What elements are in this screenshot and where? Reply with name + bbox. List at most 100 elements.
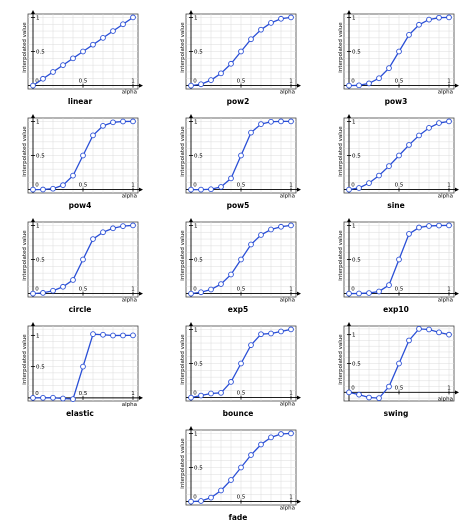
y-tick-label: 1 <box>352 15 356 21</box>
data-point <box>278 15 284 22</box>
x-tick-label: 0 <box>193 79 197 85</box>
chart-svg: 0 0.5 1 0.5 1 alpha interpolated value <box>22 10 143 96</box>
x-tick-label: 1 <box>131 391 135 397</box>
y-tick-label: 1 <box>36 333 40 339</box>
data-point <box>120 332 126 339</box>
x-axis-label: alpha <box>438 298 453 304</box>
data-point <box>228 60 234 67</box>
data-point <box>30 186 36 193</box>
data-point <box>50 394 56 401</box>
data-point <box>288 430 294 437</box>
x-tick-label: 0.5 <box>79 391 88 397</box>
x-tick-label: 0.5 <box>237 79 246 85</box>
x-tick-label: 0.5 <box>79 287 88 293</box>
x-axis-label: alpha <box>122 194 137 200</box>
y-tick-label: 0.5 <box>352 154 361 160</box>
data-point <box>208 186 214 193</box>
x-tick-label: 1 <box>447 385 451 391</box>
data-point <box>198 498 204 504</box>
data-point <box>288 14 294 21</box>
data-point <box>120 223 126 229</box>
data-point <box>110 119 116 126</box>
data-point <box>406 142 412 148</box>
data-point <box>30 290 36 297</box>
x-axis-label: alpha <box>438 396 453 402</box>
x-axis-arrow <box>455 187 459 192</box>
data-point <box>346 186 352 193</box>
y-axis-label: interpolated value <box>22 126 28 177</box>
data-point <box>50 185 56 192</box>
x-tick-label: 0.5 <box>237 495 246 501</box>
data-point <box>396 152 402 159</box>
y-tick-label: 0.5 <box>194 466 203 472</box>
y-axis-arrow <box>189 322 193 326</box>
chart-sine: 0 0.5 1 0.5 1 alpha interpolated value sine <box>336 114 459 212</box>
y-tick-label: 0.5 <box>194 154 203 160</box>
y-axis-label: interpolated value <box>22 22 28 73</box>
chart-title: exp10 <box>383 305 409 314</box>
x-tick-label: 0 <box>193 183 197 189</box>
data-point <box>40 290 46 296</box>
chart-svg: 0 0.5 1 0.5 1 alpha interpolated value <box>180 322 301 408</box>
chart-title: circle <box>68 305 92 314</box>
y-tick-label: 0.5 <box>36 50 45 56</box>
x-tick-label: 0.5 <box>79 183 88 189</box>
y-tick-label: 0.5 <box>352 362 361 368</box>
x-axis-arrow <box>139 187 143 192</box>
data-point <box>70 277 76 283</box>
data-point <box>396 256 402 263</box>
data-point <box>110 28 116 34</box>
x-tick-label: 0.5 <box>395 183 404 189</box>
data-point <box>416 132 422 139</box>
x-axis-arrow <box>139 291 143 296</box>
data-point <box>130 14 136 21</box>
chart-linear: 0 0.5 1 0.5 1 alpha interpolated value linear <box>20 10 143 108</box>
data-point <box>90 331 96 337</box>
data-point <box>446 222 452 229</box>
data-point <box>130 118 136 125</box>
data-point <box>50 69 56 75</box>
chart-elastic: 0 0.5 1 0.5 1 alpha interpolated value elastic <box>20 322 143 420</box>
y-axis-arrow <box>189 218 193 222</box>
chart-svg: 0 0.5 1 0.5 1 alpha interpolated value <box>338 114 459 200</box>
data-point <box>278 223 284 230</box>
data-point <box>80 152 86 159</box>
data-point <box>218 281 224 287</box>
x-tick-label: 1 <box>289 391 293 397</box>
y-tick-label: 0.5 <box>352 50 361 56</box>
data-point <box>100 229 106 236</box>
chart-swing: 0 0.5 1 0.5 1 alpha interpolated value swing <box>336 322 459 420</box>
y-tick-label: 0.5 <box>36 365 45 371</box>
data-point <box>110 225 116 232</box>
y-tick-label: 1 <box>352 223 356 229</box>
data-point <box>426 326 432 333</box>
x-axis-label: alpha <box>280 506 295 512</box>
chart-pow4: 0 0.5 1 0.5 1 alpha interpolated value pow4 <box>20 114 143 212</box>
x-tick-label: 1 <box>289 287 293 293</box>
y-axis-label: interpolated value <box>180 334 186 385</box>
data-point <box>376 75 382 82</box>
y-axis-arrow <box>347 218 351 222</box>
y-tick-label: 1 <box>352 119 356 125</box>
x-tick-label: 0.5 <box>237 287 246 293</box>
data-point <box>248 129 254 136</box>
data-point <box>288 326 294 333</box>
data-point <box>188 186 194 193</box>
data-point <box>436 120 442 126</box>
data-point <box>70 55 76 62</box>
y-axis-arrow <box>347 114 351 118</box>
y-tick-label: 0.5 <box>194 50 203 56</box>
data-point <box>258 121 264 127</box>
x-axis-label: alpha <box>122 298 137 304</box>
data-point <box>386 163 392 169</box>
data-point <box>50 287 56 294</box>
data-point <box>130 222 136 229</box>
data-point <box>268 330 274 337</box>
x-axis-arrow <box>297 499 301 504</box>
data-point <box>238 256 244 263</box>
data-point <box>198 81 204 88</box>
y-tick-label: 1 <box>194 15 198 21</box>
data-point <box>208 77 214 83</box>
chart-title: linear <box>67 97 93 106</box>
